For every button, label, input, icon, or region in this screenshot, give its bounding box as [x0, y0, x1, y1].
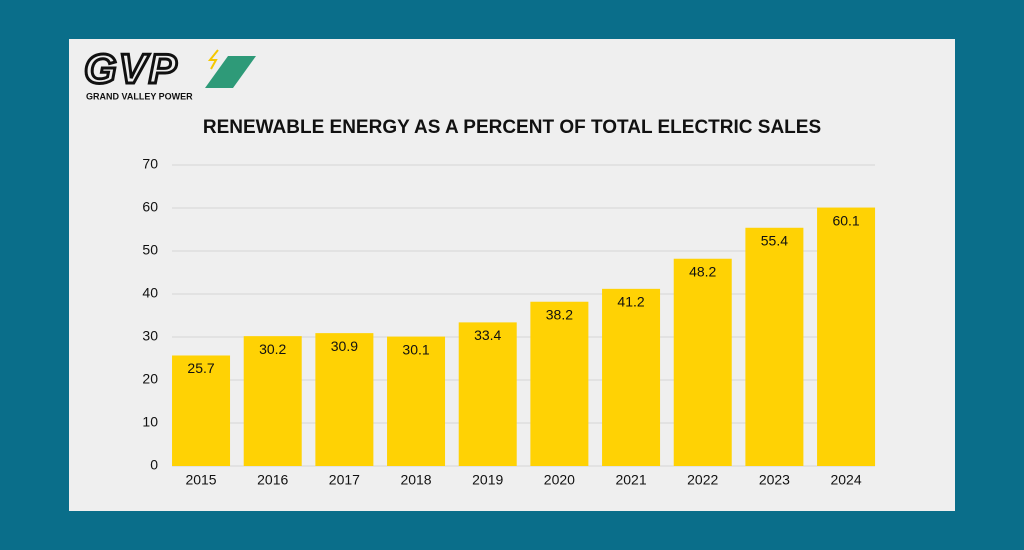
bar [530, 301, 589, 466]
value-label: 25.7 [187, 360, 214, 376]
x-tick-label: 2021 [615, 472, 646, 488]
x-tick-label: 2017 [329, 472, 360, 488]
logo-name: GRAND VALLEY POWER [86, 91, 193, 101]
y-tick-label: 70 [142, 156, 158, 172]
y-tick-label: 30 [142, 328, 158, 344]
chart-title: RENEWABLE ENERGY AS A PERCENT OF TOTAL E… [203, 117, 821, 138]
y-tick-label: 10 [142, 414, 158, 430]
x-tick-label: 2023 [759, 472, 790, 488]
y-tick-label: 60 [142, 199, 158, 215]
bar [172, 355, 231, 466]
logo-swoosh [205, 56, 256, 88]
value-label: 30.2 [259, 341, 286, 357]
y-tick-label: 50 [142, 242, 158, 258]
x-tick-label: 2022 [687, 472, 718, 488]
bar [745, 227, 804, 466]
logo-bolt [207, 49, 219, 70]
x-tick-label: 2024 [830, 472, 861, 488]
bar [602, 288, 661, 466]
logo-mark: GVP [84, 45, 179, 92]
value-label: 38.2 [546, 306, 573, 322]
x-tick-label: 2019 [472, 472, 503, 488]
value-label: 30.9 [331, 338, 358, 354]
y-tick-label: 0 [150, 457, 158, 473]
y-tick-label: 20 [142, 371, 158, 387]
bar [387, 336, 446, 466]
bar [243, 336, 302, 466]
x-tick-label: 2016 [257, 472, 288, 488]
x-tick-label: 2020 [544, 472, 575, 488]
value-label: 48.2 [689, 263, 716, 279]
bar [315, 333, 374, 466]
bar [817, 207, 876, 466]
value-label: 30.1 [402, 341, 429, 357]
bar [673, 258, 732, 466]
value-label: 60.1 [832, 212, 859, 228]
y-tick-label: 40 [142, 285, 158, 301]
bar [458, 322, 517, 466]
value-label: 55.4 [761, 232, 788, 248]
x-tick-label: 2015 [185, 472, 216, 488]
x-tick-label: 2018 [400, 472, 431, 488]
value-label: 33.4 [474, 327, 501, 343]
value-label: 41.2 [617, 294, 644, 310]
